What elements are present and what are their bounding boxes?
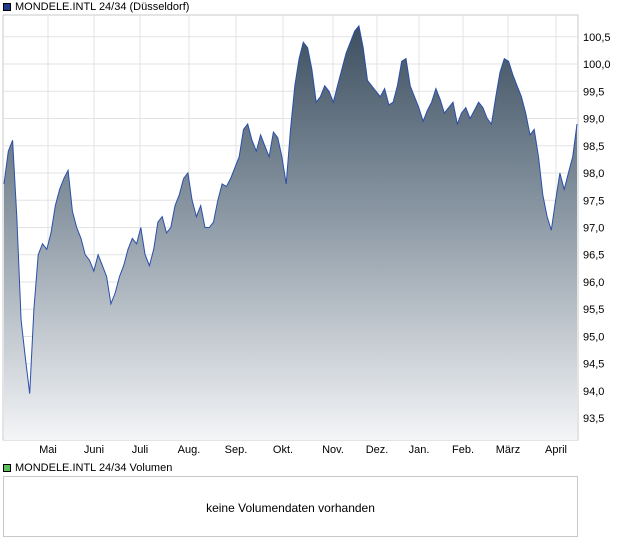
y-tick-label: 98,5 <box>583 141 604 153</box>
y-tick-label: 99,0 <box>583 114 604 126</box>
y-tick-label: 95,5 <box>583 304 604 316</box>
y-axis-ticks: 93,5 94,0 94,5 95,0 95,5 96,0 96,5 97,0 97,5 98,0… <box>583 32 611 425</box>
x-axis-ticks: Mai Juni Juli Aug. Sep. Okt. Nov. Dez. Jan. Feb. M… <box>39 444 567 456</box>
x-tick-label: Juli <box>132 444 149 456</box>
y-tick-label: 94,5 <box>583 359 604 371</box>
y-tick-label: 99,5 <box>583 86 604 98</box>
volume-panel: keine Volumendaten vorhanden <box>3 476 578 537</box>
x-tick-label: Nov. <box>322 444 344 456</box>
y-tick-label: 95,0 <box>583 331 604 343</box>
x-tick-label: Juni <box>84 444 104 456</box>
x-tick-label: Sep. <box>225 444 248 456</box>
price-legend-swatch <box>3 3 11 11</box>
price-legend: MONDELE.INTL 24/34 (Düsseldorf) <box>3 1 189 13</box>
x-tick-label: Dez. <box>366 444 389 456</box>
y-tick-label: 96,5 <box>583 250 604 262</box>
price-area <box>4 25 577 441</box>
y-tick-label: 100,0 <box>583 59 611 71</box>
x-tick-label: März <box>496 444 520 456</box>
y-tick-label: 97,5 <box>583 195 604 207</box>
volume-legend-swatch <box>3 464 11 472</box>
price-legend-label: MONDELE.INTL 24/34 (Düsseldorf) <box>15 1 190 13</box>
x-tick-label: Feb. <box>452 444 474 456</box>
y-tick-label: 94,0 <box>583 386 604 398</box>
x-tick-label: Okt. <box>273 444 293 456</box>
y-tick-label: 100,5 <box>583 32 611 44</box>
price-line <box>3 24 578 394</box>
x-tick-label: Jan. <box>409 444 430 456</box>
y-tick-label: 96,0 <box>583 277 604 289</box>
volume-legend: MONDELE.INTL 24/34 Volumen <box>3 462 172 474</box>
x-tick-label: April <box>545 444 567 456</box>
y-tick-label: 97,0 <box>583 223 604 235</box>
volume-message: keine Volumendaten vorhanden <box>206 501 375 515</box>
x-tick-label: Mai <box>39 444 57 456</box>
y-tick-label: 93,5 <box>583 413 604 425</box>
volume-legend-label: MONDELE.INTL 24/34 Volumen <box>15 462 173 474</box>
y-tick-label: 98,0 <box>583 168 604 180</box>
x-tick-label: Aug. <box>178 444 201 456</box>
